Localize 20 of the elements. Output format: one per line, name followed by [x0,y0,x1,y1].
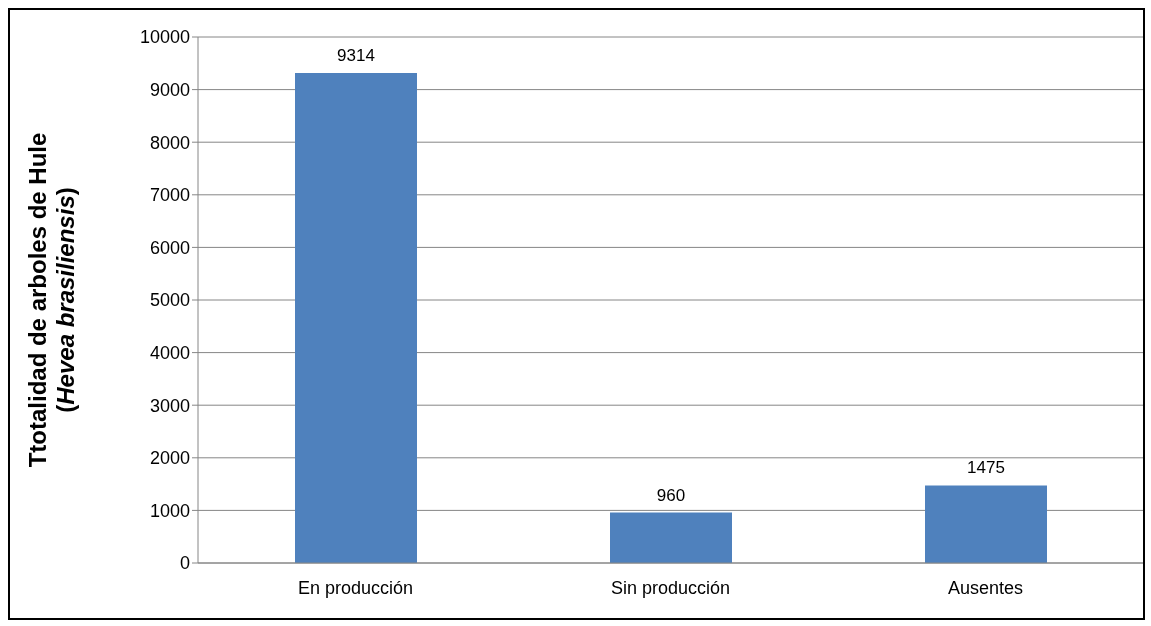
y-tick-label: 6000 [149,237,190,258]
x-tick-label: Sin producción [610,577,731,598]
y-tick-label: 3000 [149,395,190,416]
y-tick-label: 8000 [149,132,190,153]
y-tick-label: 0 [179,553,190,574]
data-label: 1475 [967,458,1005,478]
y-tick-label: 5000 [149,290,190,311]
y-tick-label: 2000 [149,448,190,469]
y-tick-label: 1000 [149,500,190,521]
y-tick-label: 10000 [139,27,190,48]
x-tick-label: En producción [297,577,414,598]
data-label: 960 [656,485,686,505]
y-tick-label: 7000 [149,185,190,206]
y-tick-label: 4000 [149,342,190,363]
bar [610,512,732,563]
data-label: 9314 [337,46,375,66]
y-tick-label: 9000 [149,79,190,100]
x-tick-label: Ausentes [947,577,1024,598]
bar [925,485,1047,563]
bar [295,73,417,563]
